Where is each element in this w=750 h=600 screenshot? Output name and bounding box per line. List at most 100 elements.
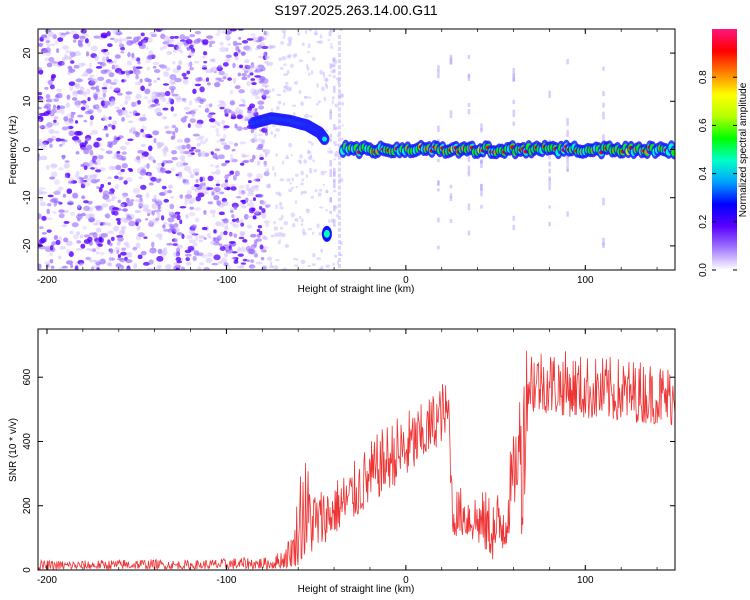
heatmap-noise-cell <box>138 41 143 47</box>
heatmap-noise-cell <box>283 63 287 66</box>
heatmap-noise-cell <box>262 235 266 240</box>
heatmap-noise-cell <box>230 153 234 160</box>
heatmap-noise-cell <box>155 233 163 238</box>
heatmap-noise-cell <box>249 233 257 238</box>
heatmap-noise-cell <box>159 166 164 171</box>
heatmap-noise-cell <box>58 186 64 191</box>
heatmap-noise-cell <box>119 257 126 263</box>
heatmap-noise-cell <box>332 75 336 79</box>
heatmap-noise-cell <box>96 267 100 270</box>
heatmap-streak-cell <box>449 193 453 199</box>
heatmap-noise-cell <box>101 203 109 208</box>
heatmap-noise-cell <box>229 29 237 32</box>
heatmap-noise-cell <box>244 197 249 203</box>
heatmap-noise-cell <box>100 32 108 38</box>
heatmap-noise-cell <box>216 200 222 206</box>
heatmap-noise-cell <box>151 91 158 98</box>
heatmap-noise-cell <box>180 117 187 123</box>
heatmap-noise-cell <box>328 33 332 37</box>
heatmap-noise-cell <box>275 128 281 132</box>
heatmap-noise-cell <box>156 111 163 117</box>
colorbar-gradient <box>712 29 737 270</box>
heatmap-noise-cell <box>205 104 212 107</box>
heatmap-noise-cell <box>203 184 207 191</box>
heatmap-noise-cell <box>256 44 262 49</box>
heatmap-noise-cell <box>94 162 98 165</box>
heatmap-noise-cell <box>240 162 245 166</box>
heatmap-noise-cell <box>149 104 157 108</box>
heatmap-noise-cell <box>102 190 110 197</box>
heatmap-streak-cell <box>467 109 471 115</box>
heatmap-noise-cell <box>167 217 175 223</box>
heatmap-noise-cell <box>127 52 131 58</box>
heatmap-noise-cell <box>62 139 68 143</box>
heatmap-noise-cell <box>189 34 196 38</box>
heatmap-noise-cell <box>158 192 165 196</box>
heatmap-noise-cell <box>72 192 79 199</box>
heatmap-noise-cell <box>213 195 220 201</box>
heatmap-noise-cell <box>230 116 237 120</box>
heatmap-noise-cell <box>194 60 200 64</box>
heatmap-noise-cell <box>65 102 71 108</box>
heatmap-noise-cell <box>200 151 207 157</box>
heatmap-noise-cell <box>203 209 207 215</box>
heatmap-noise-cell <box>53 116 58 120</box>
heatmap-noise-cell <box>45 47 51 53</box>
heatmap-noise-cell <box>262 93 266 98</box>
heatmap-noise-cell <box>67 125 74 130</box>
heatmap-noise-cell <box>150 176 157 182</box>
heatmap-noise-cell <box>80 178 84 184</box>
heatmap-streak-cell <box>566 211 569 217</box>
heatmap-noise-cell <box>333 158 337 161</box>
heatmap-noise-cell <box>288 188 293 193</box>
heatmap-noise-cell <box>277 241 281 245</box>
heatmap-noise-cell <box>109 85 113 90</box>
heatmap-noise-cell <box>38 118 42 122</box>
heatmap-noise-cell <box>231 202 239 208</box>
heatmap-vertical-cell <box>337 41 341 46</box>
heatmap-noise-cell <box>252 136 258 141</box>
heatmap-noise-cell <box>161 249 168 255</box>
heatmap-noise-cell <box>46 44 50 51</box>
heatmap-noise-cell <box>118 230 125 236</box>
heatmap-noise-cell <box>50 265 55 269</box>
heatmap-noise-cell <box>107 43 113 48</box>
heatmap-noise-cell <box>307 140 312 144</box>
heatmap-noise-cell <box>49 245 54 251</box>
heatmap-noise-cell <box>78 62 84 68</box>
heatmap-vertical-cell <box>337 185 341 190</box>
heatmap-noise-cell <box>144 88 151 95</box>
heatmap-noise-cell <box>49 143 53 149</box>
heatmap-streak-cell <box>329 197 332 203</box>
heatmap-noise-cell <box>228 109 232 113</box>
heatmap-noise-cell <box>274 232 279 237</box>
heatmap-noise-cell <box>159 142 165 147</box>
snr-xtick-label: -200 <box>37 575 57 586</box>
heatmap-noise-cell <box>49 122 56 126</box>
heatmap-noise-cell <box>71 222 79 228</box>
heatmap-noise-cell <box>257 225 263 229</box>
heatmap-noise-cell <box>288 142 293 148</box>
heatmap-noise-cell <box>202 55 206 59</box>
heatmap-noise-cell <box>243 45 251 51</box>
heatmap-noise-cell <box>176 232 183 236</box>
heatmap-noise-cell <box>108 249 116 254</box>
heatmap-noise-cell <box>61 155 66 160</box>
heatmap-noise-cell <box>207 175 214 182</box>
heatmap-noise-cell <box>160 63 167 68</box>
heatmap-noise-cell <box>128 129 133 134</box>
heatmap-noise-cell <box>231 251 238 254</box>
heatmap-noise-cell <box>105 221 111 225</box>
heatmap-noise-cell <box>211 191 215 196</box>
heatmap-noise-cell <box>254 75 262 78</box>
heatmap-noise-cell <box>221 197 228 203</box>
heatmap-noise-cell <box>275 204 278 210</box>
heatmap-streak-cell <box>480 188 483 197</box>
heatmap-noise-cell <box>148 50 154 55</box>
heatmap-signal-mid <box>671 148 675 157</box>
heatmap-noise-cell <box>89 115 94 121</box>
heatmap-noise-cell <box>121 151 127 155</box>
heatmap-noise-cell <box>189 118 196 123</box>
heatmap-noise-cell <box>96 246 100 250</box>
heatmap-noise-cell <box>199 176 203 183</box>
